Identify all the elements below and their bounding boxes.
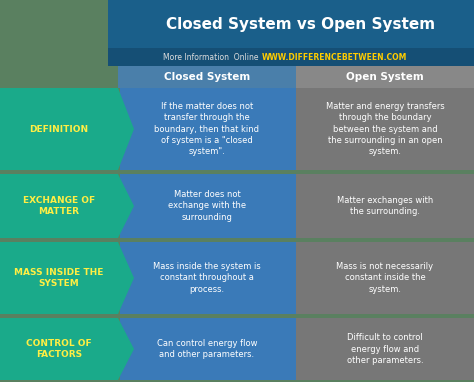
Text: Open System: Open System bbox=[346, 72, 424, 82]
Bar bbox=[120, 242, 296, 314]
Bar bbox=[120, 318, 296, 380]
Text: MASS INSIDE THE
SYSTEM: MASS INSIDE THE SYSTEM bbox=[14, 268, 104, 288]
Bar bbox=[108, 48, 474, 66]
Text: Matter does not
exchange with the
surrounding: Matter does not exchange with the surrou… bbox=[168, 190, 246, 222]
Bar bbox=[120, 88, 296, 170]
Bar bbox=[120, 174, 296, 238]
Bar bbox=[296, 88, 474, 170]
Polygon shape bbox=[118, 88, 134, 170]
Text: More Information  Online: More Information Online bbox=[163, 52, 258, 62]
Polygon shape bbox=[118, 174, 134, 238]
Text: CONTROL OF
FACTORS: CONTROL OF FACTORS bbox=[26, 339, 92, 359]
Bar bbox=[0, 242, 118, 314]
Text: Matter exchanges with
the surrounding.: Matter exchanges with the surrounding. bbox=[337, 196, 433, 216]
Text: Mass inside the system is
constant throughout a
process.: Mass inside the system is constant throu… bbox=[153, 262, 261, 294]
Bar bbox=[296, 66, 474, 88]
Bar bbox=[296, 174, 474, 238]
Bar bbox=[0, 88, 118, 170]
Text: WWW.DIFFERENCEBETWEEN.COM: WWW.DIFFERENCEBETWEEN.COM bbox=[262, 52, 408, 62]
Text: Closed System: Closed System bbox=[164, 72, 250, 82]
Bar bbox=[118, 66, 296, 88]
Text: If the matter does not
transfer through the
boundary, then that kind
of system i: If the matter does not transfer through … bbox=[155, 102, 259, 156]
Bar bbox=[0, 318, 118, 380]
Bar bbox=[0, 174, 118, 238]
Text: Mass is not necessarily
constant inside the
system.: Mass is not necessarily constant inside … bbox=[337, 262, 434, 294]
Bar bbox=[296, 318, 474, 380]
Bar bbox=[108, 0, 474, 48]
Bar bbox=[296, 242, 474, 314]
Text: Can control energy flow
and other parameters.: Can control energy flow and other parame… bbox=[157, 339, 257, 359]
Polygon shape bbox=[118, 242, 134, 314]
Text: EXCHANGE OF
MATTER: EXCHANGE OF MATTER bbox=[23, 196, 95, 216]
Polygon shape bbox=[118, 318, 134, 380]
Text: DEFINITION: DEFINITION bbox=[29, 125, 89, 133]
Text: Difficult to control
energy flow and
other parameters.: Difficult to control energy flow and oth… bbox=[346, 333, 423, 364]
Text: Closed System vs Open System: Closed System vs Open System bbox=[166, 16, 436, 31]
Text: Matter and energy transfers
through the boundary
between the system and
the surr: Matter and energy transfers through the … bbox=[326, 102, 444, 156]
